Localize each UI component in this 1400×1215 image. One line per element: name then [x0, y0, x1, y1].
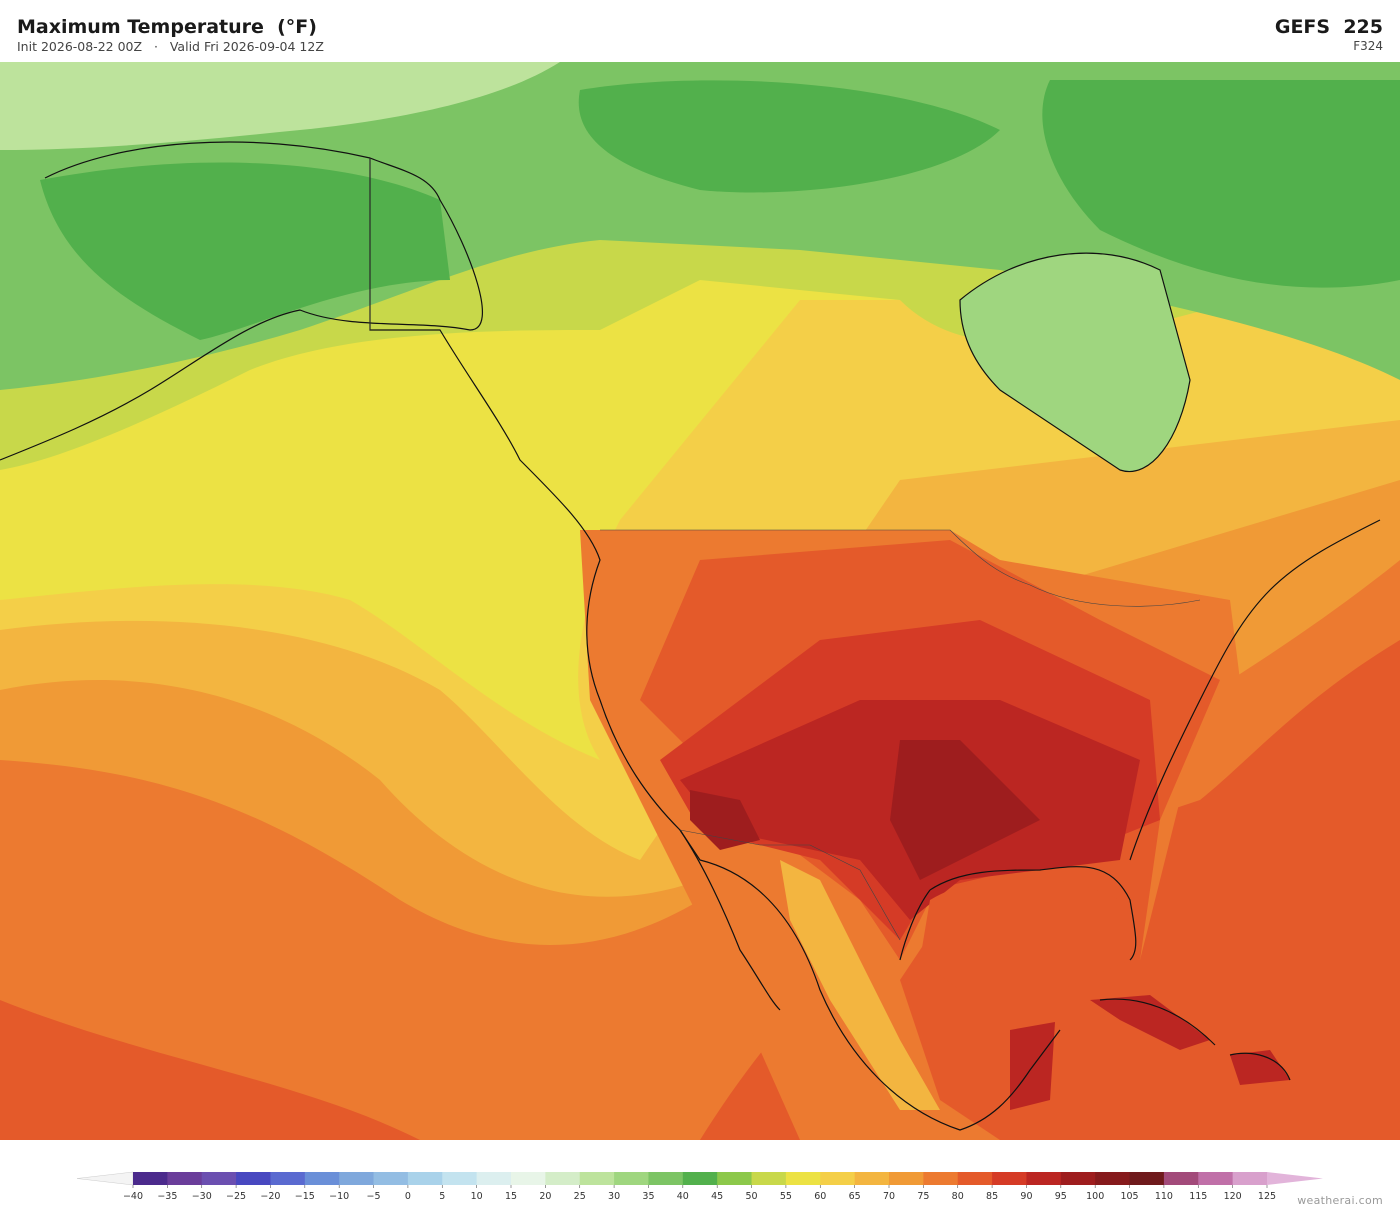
colorbar-swatch	[270, 1172, 306, 1185]
colorbar-tick-label: 30	[608, 1191, 620, 1202]
field	[920, 877, 1130, 990]
colorbar-tick-label: 40	[677, 1191, 689, 1202]
colorbar-tick-label: 75	[917, 1191, 929, 1202]
colorbar-tick-label: 125	[1258, 1191, 1276, 1202]
colorbar: −40 −35 −30 −25 −20 −15 −10 −5 0 5 10 15 20 25 30 35 40 4…	[76, 1171, 1323, 1202]
credit: weatherai.com	[1297, 1194, 1383, 1207]
colorbar-tick-label: 115	[1189, 1191, 1207, 1202]
colorbar-swatch	[167, 1172, 203, 1185]
colorbar-swatch	[923, 1172, 959, 1185]
map-title: Maximum Temperature (°F)	[17, 16, 317, 38]
colorbar-swatch	[236, 1172, 271, 1185]
borders	[369, 158, 1201, 941]
colorbar-swatch	[1232, 1172, 1268, 1185]
colorbar-tick-label: 20	[539, 1191, 551, 1202]
colorbar-swatch	[820, 1172, 856, 1185]
colorbar-tick-label: −30	[192, 1191, 212, 1202]
colorbar-swatch	[1163, 1172, 1199, 1185]
colorbar-swatch	[201, 1172, 237, 1185]
model-label: GEFS 225	[1274, 16, 1383, 38]
field	[690, 740, 1040, 880]
colorbar-tick-label: 85	[986, 1191, 998, 1202]
field	[780, 860, 940, 1110]
field	[40, 162, 450, 340]
colorbar-swatch	[133, 1172, 168, 1185]
field	[578, 80, 1000, 193]
colorbar-swatch	[751, 1172, 787, 1185]
colorbar-tick-label: 110	[1155, 1191, 1173, 1202]
colorbar-swatch	[579, 1172, 615, 1185]
colorbar-swatch	[1095, 1172, 1131, 1185]
temperature-map	[0, 62, 1400, 1140]
colorbar-swatch	[1198, 1172, 1234, 1185]
colorbar-swatch	[339, 1172, 375, 1185]
colorbar-swatch	[407, 1172, 443, 1185]
colorbar-swatch	[717, 1172, 753, 1185]
colorbar-swatch	[1129, 1172, 1165, 1185]
colorbar-swatch	[682, 1172, 718, 1185]
colorbar-tick-label: 15	[505, 1191, 517, 1202]
colorbar-tick-label: 90	[1020, 1191, 1032, 1202]
colorbar-tick-label: 65	[849, 1191, 861, 1202]
colorbar-tick-label: −5	[367, 1191, 381, 1202]
colorbar-swatch	[442, 1172, 478, 1185]
colorbar-tick-label: 50	[745, 1191, 757, 1202]
colorbar-tick-label: 100	[1086, 1191, 1104, 1202]
colorbar-tick-label: 105	[1120, 1191, 1138, 1202]
colorbar-tick-label: 80	[952, 1191, 964, 1202]
colorbar-swatch	[648, 1172, 684, 1185]
colorbar-tick-label: 5	[439, 1191, 445, 1202]
colorbar-tick-label: 0	[405, 1191, 411, 1202]
colorbar-tick-label: 120	[1224, 1191, 1242, 1202]
coastlines	[0, 141, 1381, 1131]
colorbar-swatch	[373, 1172, 409, 1185]
field	[1010, 995, 1290, 1110]
field	[960, 253, 1190, 472]
colorbar-swatch	[1060, 1172, 1096, 1185]
colorbar-tick-label: 45	[711, 1191, 723, 1202]
colorbar-tick-label: 35	[642, 1191, 654, 1202]
colorbar-tick-label: −15	[295, 1191, 315, 1202]
colorbar-tick-label: −25	[226, 1191, 246, 1202]
colorbar-tick-label: −20	[260, 1191, 280, 1202]
colorbar-swatch	[545, 1172, 581, 1185]
colorbar-tick-label: −10	[329, 1191, 349, 1202]
map-subtitle: Init 2026-08-22 00Z · Valid Fri 2026-09-…	[17, 39, 324, 54]
colorbar-tick-label: 25	[574, 1191, 586, 1202]
colorbar-under	[76, 1171, 134, 1186]
field	[0, 62, 560, 150]
colorbar-swatch	[614, 1172, 649, 1185]
colorbar-tick-label: −35	[157, 1191, 177, 1202]
colorbar-tick-label: 10	[471, 1191, 483, 1202]
colorbar-swatch	[476, 1172, 512, 1185]
colorbar-tick-label: −40	[123, 1191, 143, 1202]
colorbar-swatch	[1026, 1172, 1062, 1185]
colorbar-swatch	[511, 1172, 546, 1185]
colorbar-swatch	[992, 1172, 1027, 1185]
colorbar-tick-label: 55	[780, 1191, 792, 1202]
colorbar-over	[1267, 1172, 1323, 1185]
colorbar-swatch	[304, 1172, 340, 1185]
colorbar-tick-label: 60	[814, 1191, 826, 1202]
forecast-hour: F324	[1353, 39, 1383, 53]
colorbar-swatch	[957, 1172, 993, 1185]
colorbar-swatch	[889, 1172, 924, 1185]
colorbar-tick-label: 95	[1055, 1191, 1067, 1202]
colorbar-tick-label: 70	[883, 1191, 895, 1202]
colorbar-swatch	[854, 1172, 890, 1185]
colorbar-swatch	[785, 1172, 821, 1185]
field	[1042, 80, 1400, 288]
